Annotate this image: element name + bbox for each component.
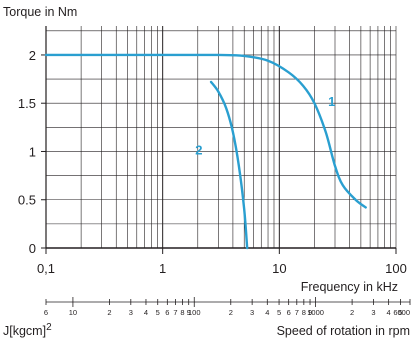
axes xyxy=(45,26,397,249)
rpm-axis-label: Speed of rotation in rpm xyxy=(277,324,410,338)
rpm-tick-label: 6 xyxy=(44,308,48,317)
rpm-tick-label: 1000 xyxy=(307,308,324,317)
rpm-tick-label: 9 xyxy=(187,308,191,317)
rpm-tick-label: 10 xyxy=(69,308,77,317)
x-tick-labels: 0,1 1 10 100 xyxy=(37,248,407,276)
series-line-2 xyxy=(209,80,249,250)
rpm-tick-label: 7 xyxy=(295,308,299,317)
inertia-axis-label-main: J[kgcm] xyxy=(3,324,46,338)
rpm-tick-label: 4 xyxy=(144,308,148,317)
grid xyxy=(45,26,396,248)
y-tick-label: 0 xyxy=(29,241,36,256)
y-tick-label: 0.5 xyxy=(18,193,36,208)
rpm-tick-label: 5 xyxy=(398,308,402,317)
x-tick-label: 10 xyxy=(272,261,286,276)
x-tick-label: 1 xyxy=(159,261,166,276)
rpm-tick-label: 2 xyxy=(350,308,354,317)
rpm-tick-label: 6000 xyxy=(393,308,410,317)
inertia-axis-label: J[kgcm]2 xyxy=(3,322,52,338)
y-tick-label: 2 xyxy=(29,48,36,63)
rpm-tick-label: 9 xyxy=(308,308,312,317)
rpm-tick-label: 8 xyxy=(302,308,306,317)
inertia-axis-label-sup: 2 xyxy=(46,322,52,333)
rpm-tick-label: 3 xyxy=(371,308,375,317)
rpm-tick-label: 4 xyxy=(265,308,269,317)
y-axis-label: Torque in Nm xyxy=(3,5,77,19)
series-line-1 xyxy=(44,53,367,209)
x-axis-label: Frequency in kHz xyxy=(301,280,398,294)
rpm-tick-label: 4 xyxy=(387,308,391,317)
rpm-tick-label: 100 xyxy=(188,308,201,317)
rpm-tick-label: 6 xyxy=(287,308,291,317)
rpm-tick-label: 7 xyxy=(173,308,177,317)
rpm-tick-label: 6 xyxy=(165,308,169,317)
rpm-tick-label: 5 xyxy=(277,308,281,317)
rpm-tick-label: 2 xyxy=(107,308,111,317)
series-label-1: 1 xyxy=(328,94,335,109)
y-tick-label: 1 xyxy=(29,144,36,159)
x-tick-label: 100 xyxy=(385,261,407,276)
rpm-tick-label: 3 xyxy=(129,308,133,317)
x-tick-label: 0,1 xyxy=(37,261,55,276)
rpm-tick-label: 5 xyxy=(156,308,160,317)
rpm-tick-label: 8 xyxy=(180,308,184,317)
series-label-2: 2 xyxy=(195,142,202,157)
rpm-tick-label: 2 xyxy=(229,308,233,317)
y-tick-label: 1.5 xyxy=(18,96,36,111)
rpm-tick-label: 3 xyxy=(250,308,254,317)
y-tick-labels: 0 0.5 1 1.5 2 xyxy=(18,48,46,256)
series-lines: 12 xyxy=(44,53,367,250)
